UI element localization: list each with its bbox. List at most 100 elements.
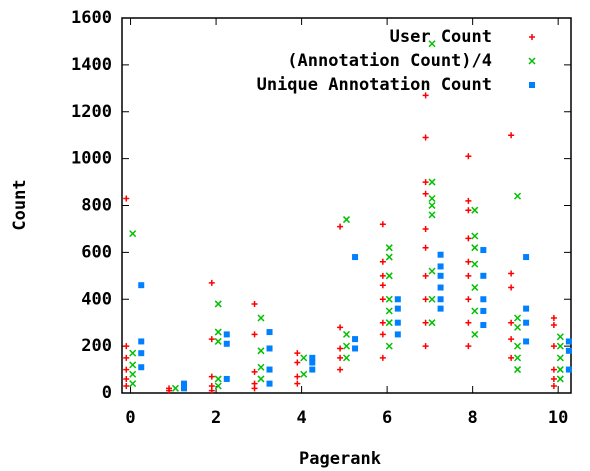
point xyxy=(523,254,530,261)
point xyxy=(294,380,301,387)
point xyxy=(337,354,344,361)
x-tick-label: 0 xyxy=(125,408,135,428)
point xyxy=(379,272,386,279)
point xyxy=(352,345,359,352)
point xyxy=(123,343,130,350)
x-tick-label: 6 xyxy=(382,408,392,428)
x-tick-label: 4 xyxy=(296,408,306,428)
point xyxy=(214,337,222,345)
point xyxy=(385,272,393,280)
point xyxy=(465,207,472,214)
point xyxy=(337,345,344,352)
point xyxy=(181,385,188,392)
point xyxy=(550,315,557,321)
point xyxy=(550,366,557,373)
point xyxy=(208,336,215,343)
point xyxy=(208,387,215,394)
point xyxy=(266,345,273,352)
point xyxy=(422,296,429,303)
point xyxy=(214,300,222,308)
point xyxy=(428,267,436,275)
point xyxy=(465,343,472,350)
point xyxy=(508,336,515,343)
point xyxy=(565,366,572,373)
point xyxy=(428,194,436,202)
point xyxy=(550,375,557,382)
point xyxy=(385,253,393,261)
point xyxy=(465,197,472,204)
y-tick-label: 800 xyxy=(81,196,112,216)
point xyxy=(342,216,351,224)
point xyxy=(471,260,479,268)
point xyxy=(300,370,308,378)
point xyxy=(422,272,429,279)
point xyxy=(138,364,145,371)
point xyxy=(471,307,479,315)
point xyxy=(266,380,273,387)
point xyxy=(480,247,487,254)
point xyxy=(385,295,393,303)
point xyxy=(437,305,444,312)
point xyxy=(138,282,145,289)
point xyxy=(437,272,444,279)
point xyxy=(138,350,145,357)
point xyxy=(181,380,188,387)
point xyxy=(465,258,472,265)
point xyxy=(300,354,308,362)
point xyxy=(428,295,436,303)
point xyxy=(514,354,522,362)
point xyxy=(214,328,222,336)
y-tick-label: 1200 xyxy=(71,102,112,122)
point xyxy=(257,363,265,371)
point xyxy=(342,354,351,362)
point xyxy=(556,333,564,341)
point xyxy=(309,359,316,366)
point xyxy=(223,375,230,382)
point xyxy=(514,192,522,200)
point xyxy=(379,282,386,289)
point xyxy=(208,373,215,380)
point xyxy=(465,319,472,326)
x-axis-label: Pagerank xyxy=(299,449,381,469)
point xyxy=(428,40,436,48)
point xyxy=(480,272,487,279)
point xyxy=(337,223,344,230)
point xyxy=(465,272,472,279)
point xyxy=(556,354,564,362)
point xyxy=(394,331,401,338)
point xyxy=(523,319,530,326)
point xyxy=(266,366,273,373)
point xyxy=(257,314,265,322)
point xyxy=(422,134,429,141)
y-tick-label: 1000 xyxy=(71,149,112,169)
point xyxy=(223,331,230,338)
y-axis-label: Count xyxy=(10,179,30,230)
point xyxy=(214,375,222,383)
point xyxy=(428,319,436,327)
y-tick-label: 1400 xyxy=(71,55,112,75)
point xyxy=(129,349,137,357)
point xyxy=(471,206,479,214)
point xyxy=(514,366,522,374)
point xyxy=(379,331,386,338)
point xyxy=(480,296,487,303)
point xyxy=(385,319,393,327)
point xyxy=(437,284,444,291)
point xyxy=(257,347,265,355)
point xyxy=(422,244,429,251)
point xyxy=(251,385,258,392)
point xyxy=(379,354,386,361)
point xyxy=(465,235,472,242)
point xyxy=(394,305,401,312)
point xyxy=(379,319,386,326)
point xyxy=(337,366,344,373)
point xyxy=(508,319,515,326)
point xyxy=(422,92,429,99)
y-tick-label: 400 xyxy=(81,289,112,309)
point xyxy=(465,296,472,303)
point xyxy=(342,342,351,350)
x-tick-label: 10 xyxy=(548,408,568,428)
point xyxy=(428,178,436,186)
y-tick-label: 0 xyxy=(102,383,112,403)
point xyxy=(428,201,436,210)
